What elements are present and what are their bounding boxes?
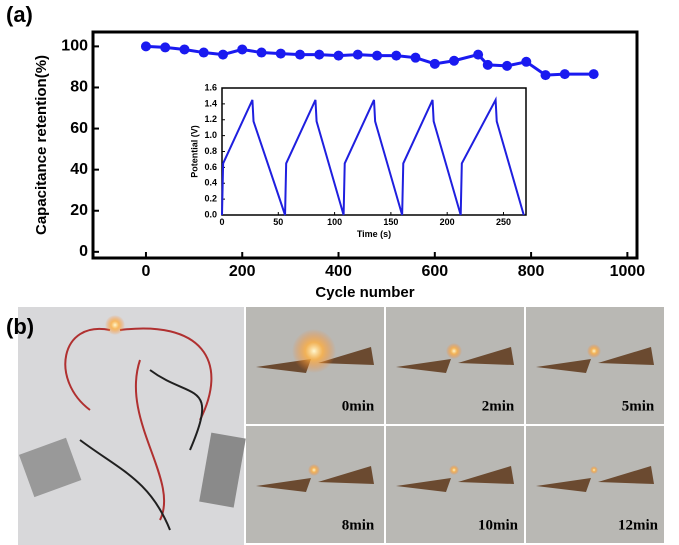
marker bbox=[410, 52, 421, 63]
led-glow bbox=[292, 329, 336, 373]
marker bbox=[391, 50, 402, 61]
marker bbox=[237, 44, 248, 55]
clip bbox=[536, 478, 591, 492]
y-tick-label: 1.4 bbox=[204, 98, 217, 108]
photo-label: 5min bbox=[622, 398, 655, 414]
led-glow bbox=[446, 343, 462, 359]
marker bbox=[540, 70, 551, 81]
marker bbox=[333, 50, 344, 61]
series-line bbox=[221, 96, 525, 216]
photo-label: 10min bbox=[478, 517, 519, 533]
led-glow bbox=[590, 466, 598, 474]
marker bbox=[502, 60, 513, 71]
y-tick-label: 80 bbox=[70, 79, 88, 96]
clip bbox=[256, 478, 311, 492]
marker bbox=[352, 49, 363, 60]
led-glow bbox=[105, 315, 125, 335]
y-tick-label: 40 bbox=[70, 161, 88, 178]
marker bbox=[588, 69, 599, 80]
photo-label: 2min bbox=[482, 398, 515, 414]
marker bbox=[179, 44, 190, 55]
x-tick-label: 100 bbox=[327, 217, 342, 227]
clip bbox=[458, 466, 514, 484]
y-tick-label: 0.6 bbox=[204, 162, 217, 172]
photos: 0min 2min 5min 8min 10min 12min bbox=[18, 307, 664, 545]
marker bbox=[449, 55, 460, 66]
y-tick-label: 100 bbox=[61, 38, 88, 55]
x-tick-label: 150 bbox=[383, 217, 398, 227]
photo-label: 12min bbox=[618, 517, 659, 533]
x-tick-label: 800 bbox=[518, 263, 545, 280]
marker bbox=[482, 59, 493, 70]
marker bbox=[559, 69, 570, 80]
x-tick-label: 0 bbox=[142, 263, 151, 280]
clip-device bbox=[18, 437, 82, 498]
clip bbox=[598, 347, 654, 365]
clip bbox=[458, 347, 514, 365]
y-tick-label: 1.0 bbox=[204, 130, 217, 140]
marker bbox=[314, 49, 325, 60]
x-tick-label: 200 bbox=[440, 217, 455, 227]
marker bbox=[140, 41, 151, 52]
x-tick-label: 600 bbox=[421, 263, 448, 280]
marker bbox=[198, 47, 209, 58]
panel-label: (a) bbox=[6, 2, 33, 27]
clip bbox=[536, 359, 591, 373]
x-axis-label: Cycle number bbox=[315, 284, 414, 301]
clip bbox=[598, 466, 654, 484]
x-tick-label: 1000 bbox=[610, 263, 646, 280]
y-tick-label: 0 bbox=[79, 243, 88, 260]
led-glow bbox=[308, 464, 320, 476]
x-axis-label: Time (s) bbox=[357, 229, 391, 239]
clip bbox=[396, 359, 451, 373]
x-tick-label: 400 bbox=[325, 263, 352, 280]
marker bbox=[429, 58, 440, 69]
led-glow bbox=[449, 465, 459, 475]
y-axis-label: Potential (V) bbox=[189, 125, 199, 178]
marker bbox=[521, 56, 532, 67]
y-tick-label: 20 bbox=[70, 202, 88, 219]
y-tick-label: 0.2 bbox=[204, 194, 217, 204]
wire bbox=[79, 369, 204, 531]
clip bbox=[318, 466, 374, 484]
x-tick-label: 0 bbox=[219, 217, 224, 227]
marker bbox=[160, 42, 171, 53]
y-tick-label: 60 bbox=[70, 120, 88, 137]
marker bbox=[256, 47, 267, 58]
photo-label: 8min bbox=[342, 517, 375, 533]
x-tick-label: 250 bbox=[496, 217, 511, 227]
wire bbox=[64, 327, 213, 521]
photo-circuit bbox=[18, 307, 244, 545]
y-tick-label: 0.4 bbox=[204, 178, 217, 188]
photo-label: 0min bbox=[342, 398, 375, 414]
x-tick-label: 50 bbox=[273, 217, 283, 227]
clip-device bbox=[199, 432, 246, 508]
y-axis-label: Capacitance retention(%) bbox=[33, 55, 50, 235]
marker bbox=[295, 49, 306, 60]
panel-label: (b) bbox=[6, 314, 34, 339]
marker bbox=[275, 48, 286, 59]
marker bbox=[473, 49, 484, 60]
clip bbox=[396, 478, 451, 492]
y-tick-label: 0.0 bbox=[204, 209, 217, 219]
y-tick-label: 0.8 bbox=[204, 146, 217, 156]
x-tick-label: 200 bbox=[229, 263, 256, 280]
led-glow bbox=[587, 344, 601, 358]
marker bbox=[217, 49, 228, 60]
y-tick-label: 1.6 bbox=[204, 82, 217, 92]
marker bbox=[372, 50, 383, 61]
y-tick-label: 1.2 bbox=[204, 114, 217, 124]
